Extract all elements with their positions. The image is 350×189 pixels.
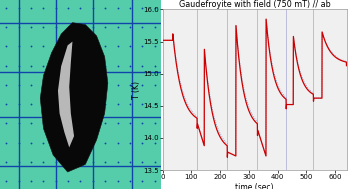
Polygon shape	[58, 42, 74, 147]
Polygon shape	[40, 23, 108, 172]
X-axis label: time (sec): time (sec)	[235, 183, 274, 189]
Title: Gaudefroyite with field (750 mT) // ab: Gaudefroyite with field (750 mT) // ab	[179, 0, 330, 9]
Y-axis label: T (K): T (K)	[132, 81, 141, 99]
